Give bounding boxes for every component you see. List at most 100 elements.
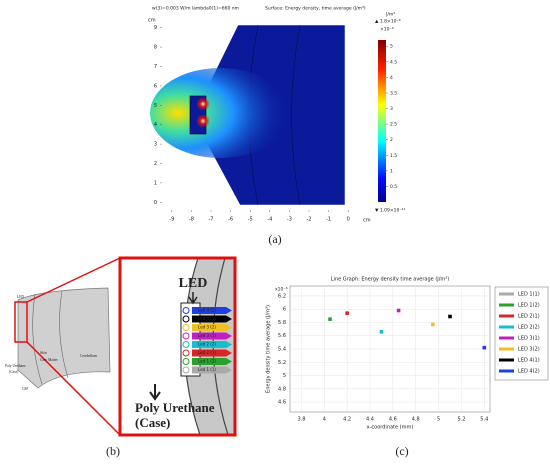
colorbar-tick-label: 2 — [390, 137, 393, 143]
x-tick-label: 4.2 — [343, 417, 351, 423]
legend-label: LED 3(2) — [518, 347, 540, 353]
y-tick-label: 0 — [154, 200, 157, 206]
y-tick-label: 9 — [154, 25, 157, 31]
y-axis-label: Energy density time average (J/m³) — [266, 305, 272, 393]
legend-label: LED 1(2) — [518, 303, 540, 309]
y-tick-label: 6 — [283, 307, 286, 313]
panel-label: (b) — [106, 444, 120, 458]
led-icon — [182, 349, 190, 357]
led-name: Led 4 (1) — [198, 316, 216, 321]
y-tick-label: 5.8 — [278, 320, 286, 326]
x-tick-label: 5.4 — [480, 417, 488, 423]
tissue-label: Cerebellum — [80, 354, 97, 358]
led-name: Led 2 (2) — [198, 342, 216, 347]
tissue-label: Grey Matter — [40, 358, 58, 362]
colorbar-tick-label: 1 — [390, 168, 393, 174]
legend-label: LED 2(2) — [518, 325, 540, 331]
y-tick-label: 5 — [283, 373, 286, 379]
chart-title: Line Graph: Energy density time average … — [331, 277, 450, 283]
y-tick-label: 6.2 — [278, 293, 286, 299]
y-tick-label: 3 — [154, 142, 157, 148]
tissue-label: Skin — [40, 351, 47, 355]
led-icon — [182, 366, 190, 374]
arrow — [149, 384, 161, 401]
legend-label: LED 4(2) — [518, 369, 540, 375]
led-arrow — [192, 341, 232, 348]
panel-label: (c) — [395, 444, 408, 458]
led-icon — [182, 315, 190, 323]
led-icon — [182, 307, 190, 314]
x-tick-label: 4.8 — [412, 417, 420, 423]
colorbar-tick-label: 2.5 — [390, 122, 397, 128]
x-tick-label: 0 — [347, 217, 350, 223]
led-icon — [182, 358, 190, 365]
y-tick-label: 6 — [154, 83, 157, 89]
led-label: LED — [179, 276, 208, 291]
axis-unit: cm — [363, 218, 371, 224]
arrow — [188, 292, 198, 305]
x-tick-label: 3.8 — [297, 417, 305, 423]
y-tick-label: 2 — [154, 161, 157, 167]
colorbar-tick-label: 3 — [390, 106, 393, 112]
y-tick-label: 5.4 — [278, 347, 286, 353]
surface-panel — [150, 24, 386, 206]
legend — [494, 286, 549, 381]
led-arrow — [192, 349, 232, 357]
point — [396, 308, 401, 313]
x-axis-label: x-coordinate (mm) — [367, 425, 414, 431]
led-icon — [182, 341, 190, 348]
x-tick-label: -3 — [287, 217, 292, 223]
x-tick-label: 5.2 — [457, 417, 465, 423]
point — [345, 311, 349, 315]
x-tick-label: 4.6 — [389, 417, 397, 423]
led-icon — [182, 332, 190, 340]
led-name: Led 3 (1) — [198, 333, 216, 338]
x-tick-label: 4.4 — [366, 417, 374, 423]
y-tick-label: 5.6 — [278, 333, 286, 339]
legend-label: LED 1(1) — [518, 292, 540, 298]
colorbar-tick-label: 5 — [390, 44, 393, 50]
led-name: Led 1 (2) — [198, 359, 216, 364]
y-tick-label: 1 — [154, 180, 157, 186]
plot-title: w(3)=0.003 W/m lambda0(1)=660 nm — [152, 6, 239, 12]
hot-spot — [196, 114, 210, 128]
led-arrow — [192, 366, 232, 374]
plot-subtitle: Surface: Energy density, time average (J… — [265, 6, 366, 12]
y-tick-label: 8 — [154, 45, 157, 51]
x-tick-label: -8 — [189, 217, 194, 223]
legend-label: LED 3(1) — [518, 336, 540, 342]
led-name: Led 3 (2) — [198, 325, 216, 330]
point — [448, 314, 452, 319]
y-tick-label: 4.8 — [278, 386, 286, 392]
led-arrow — [192, 324, 232, 331]
heat-field — [150, 68, 290, 158]
x-tick-label: -5 — [248, 217, 253, 223]
y-tick-label: 5 — [154, 103, 157, 109]
colorbar-tick-label: 3.5 — [390, 90, 397, 96]
axis-unit: cm — [148, 18, 156, 24]
tissue-label: (Case) — [9, 370, 19, 374]
colorbar-multiplier: ×10⁻⁶ — [380, 27, 394, 33]
point — [431, 322, 435, 327]
tissue-label: LED — [17, 295, 24, 299]
y-tick-label: 4 — [154, 122, 157, 128]
head-slab — [17, 287, 111, 389]
panel-label: (a) — [268, 232, 281, 246]
hot-spot — [196, 97, 210, 111]
case-label: Poly Urethane — [135, 400, 215, 415]
led-name: Led 4 (2) — [198, 308, 216, 313]
tissue-label: Poly Urethane — [5, 364, 26, 368]
zoom-line — [26, 341, 121, 436]
layer-line — [32, 290, 69, 385]
x-tick-label: -2 — [307, 217, 312, 223]
y-tick-label: 4.6 — [278, 400, 286, 406]
colorbar-tick-label: 4.5 — [390, 59, 397, 65]
x-tick-label: 4 — [323, 417, 326, 423]
led-arrow — [192, 332, 232, 340]
x-tick-label: -1 — [326, 217, 331, 223]
zoom-line — [26, 257, 121, 303]
colorbar — [378, 40, 386, 202]
colorbar-tick-label: 4 — [390, 75, 393, 81]
colorbar-tick-label: 1.5 — [390, 153, 397, 159]
led-name: Led 1 (1) — [198, 367, 216, 372]
